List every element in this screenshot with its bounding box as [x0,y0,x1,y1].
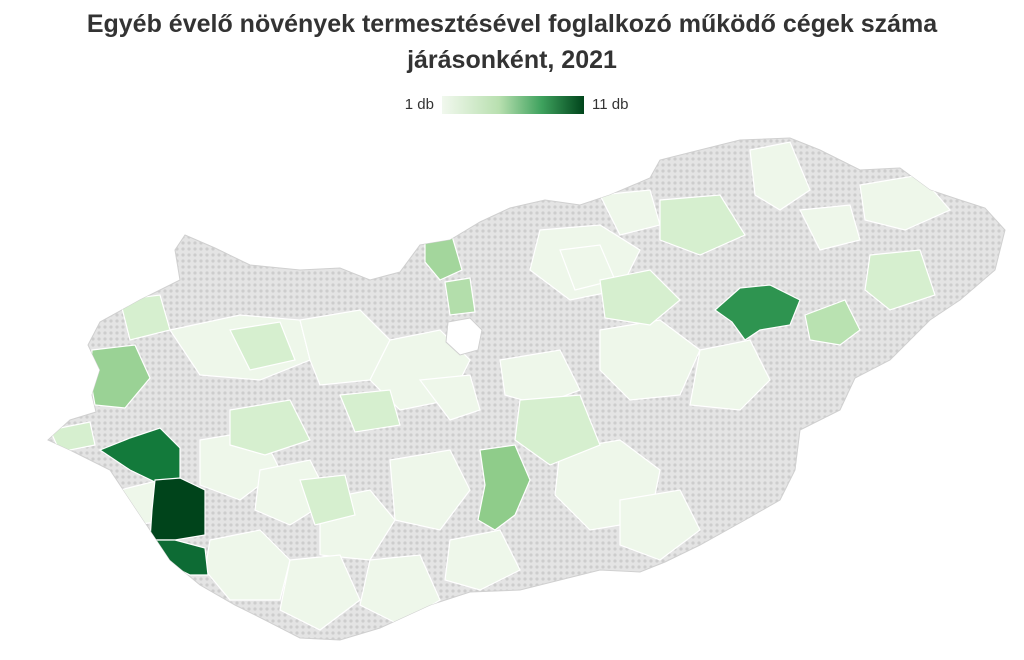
hungary-district-map [47,137,1006,641]
district [339,389,401,433]
district-d-northeast [714,284,801,341]
legend-min-label: 1 db [404,96,434,113]
district [229,321,296,371]
legend-gradient-bar [442,96,584,114]
district [689,339,771,411]
district-d-north-danube-2 [444,277,476,316]
district-d-west-center [98,427,181,483]
district [514,394,601,466]
district [619,489,701,561]
legend-max-label: 11 db [592,96,629,113]
district-d-northeast-2 [804,299,861,346]
district [229,399,311,456]
district [299,474,356,526]
color-legend: 1 db 11 db [0,94,1024,116]
district [799,204,861,251]
budapest-area [445,317,483,356]
district-d-southwest-a [149,477,206,541]
district [859,174,951,231]
district [389,449,471,531]
district [418,374,481,421]
district [279,554,361,631]
district [864,249,936,311]
district [444,529,521,591]
district [599,269,681,326]
district [599,319,701,401]
map-title: Egyéb évelő növények termesztésével fogl… [86,10,938,74]
district-d-east-center [477,444,531,531]
district [749,141,811,211]
district [659,194,746,256]
